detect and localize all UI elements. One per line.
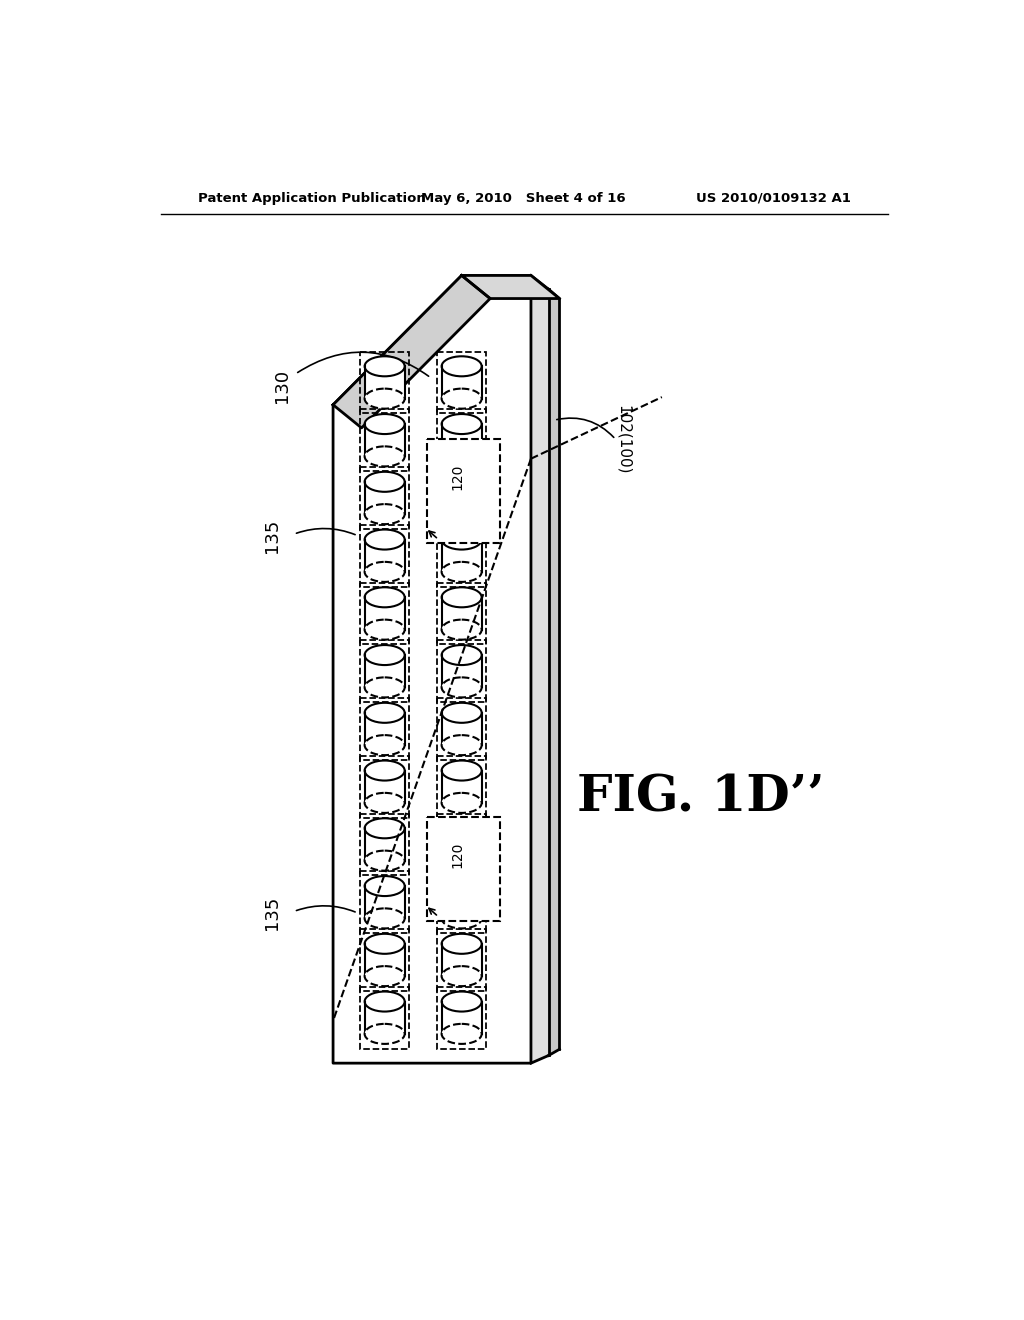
Text: May 6, 2010   Sheet 4 of 16: May 6, 2010 Sheet 4 of 16 [421,191,626,205]
Polygon shape [441,482,481,515]
Polygon shape [462,276,559,298]
Polygon shape [365,1002,404,1034]
Polygon shape [365,482,404,515]
Text: US 2010/0109132 A1: US 2010/0109132 A1 [696,191,851,205]
Ellipse shape [441,735,481,755]
Ellipse shape [441,760,481,780]
Polygon shape [441,367,481,399]
Ellipse shape [441,414,481,434]
Ellipse shape [365,356,404,376]
Polygon shape [441,1002,481,1034]
Polygon shape [531,276,549,1063]
Ellipse shape [441,991,481,1011]
Text: 120: 120 [450,465,464,490]
Ellipse shape [365,446,404,466]
Ellipse shape [365,562,404,582]
Ellipse shape [441,471,481,492]
Ellipse shape [365,388,404,409]
Ellipse shape [365,933,404,954]
Ellipse shape [441,587,481,607]
Ellipse shape [365,645,404,665]
Ellipse shape [441,1024,481,1044]
Ellipse shape [441,388,481,409]
Polygon shape [365,944,404,977]
Ellipse shape [365,414,404,434]
Polygon shape [441,424,481,457]
Ellipse shape [365,760,404,780]
Polygon shape [365,540,404,572]
Polygon shape [441,597,481,630]
Ellipse shape [441,702,481,723]
Ellipse shape [441,619,481,640]
Ellipse shape [441,645,481,665]
Ellipse shape [365,876,404,896]
Polygon shape [333,276,531,1063]
Ellipse shape [441,529,481,549]
Ellipse shape [441,677,481,697]
Polygon shape [365,886,404,919]
Polygon shape [441,944,481,977]
Ellipse shape [441,356,481,376]
Ellipse shape [365,908,404,928]
Ellipse shape [365,793,404,813]
Ellipse shape [441,504,481,524]
Ellipse shape [365,1024,404,1044]
Text: 130: 130 [273,368,291,403]
FancyBboxPatch shape [427,440,500,544]
Ellipse shape [365,991,404,1011]
Text: 135: 135 [263,519,281,553]
Ellipse shape [441,562,481,582]
Ellipse shape [365,529,404,549]
Ellipse shape [441,966,481,986]
Ellipse shape [365,966,404,986]
Text: Patent Application Publication: Patent Application Publication [199,191,426,205]
Polygon shape [365,367,404,399]
Text: FIG. 1D’’: FIG. 1D’’ [577,774,824,822]
Ellipse shape [441,818,481,838]
Ellipse shape [365,735,404,755]
Polygon shape [441,829,481,861]
Ellipse shape [365,850,404,871]
Polygon shape [365,424,404,457]
Polygon shape [365,829,404,861]
Ellipse shape [365,587,404,607]
Ellipse shape [365,818,404,838]
Polygon shape [549,289,559,1056]
Ellipse shape [365,504,404,524]
Text: 120: 120 [450,841,464,867]
Ellipse shape [441,793,481,813]
Ellipse shape [365,702,404,723]
Polygon shape [333,276,490,428]
Ellipse shape [441,908,481,928]
Text: 135: 135 [263,896,281,931]
Polygon shape [365,597,404,630]
Ellipse shape [441,876,481,896]
Polygon shape [441,655,481,688]
Polygon shape [365,713,404,744]
Polygon shape [441,713,481,744]
Polygon shape [441,540,481,572]
Polygon shape [365,771,404,803]
FancyBboxPatch shape [427,817,500,921]
Ellipse shape [365,677,404,697]
Polygon shape [441,771,481,803]
Ellipse shape [365,471,404,492]
Text: 102(100): 102(100) [615,405,631,474]
Ellipse shape [441,933,481,954]
Polygon shape [365,655,404,688]
Ellipse shape [365,619,404,640]
Ellipse shape [441,850,481,871]
Ellipse shape [441,446,481,466]
Polygon shape [441,886,481,919]
